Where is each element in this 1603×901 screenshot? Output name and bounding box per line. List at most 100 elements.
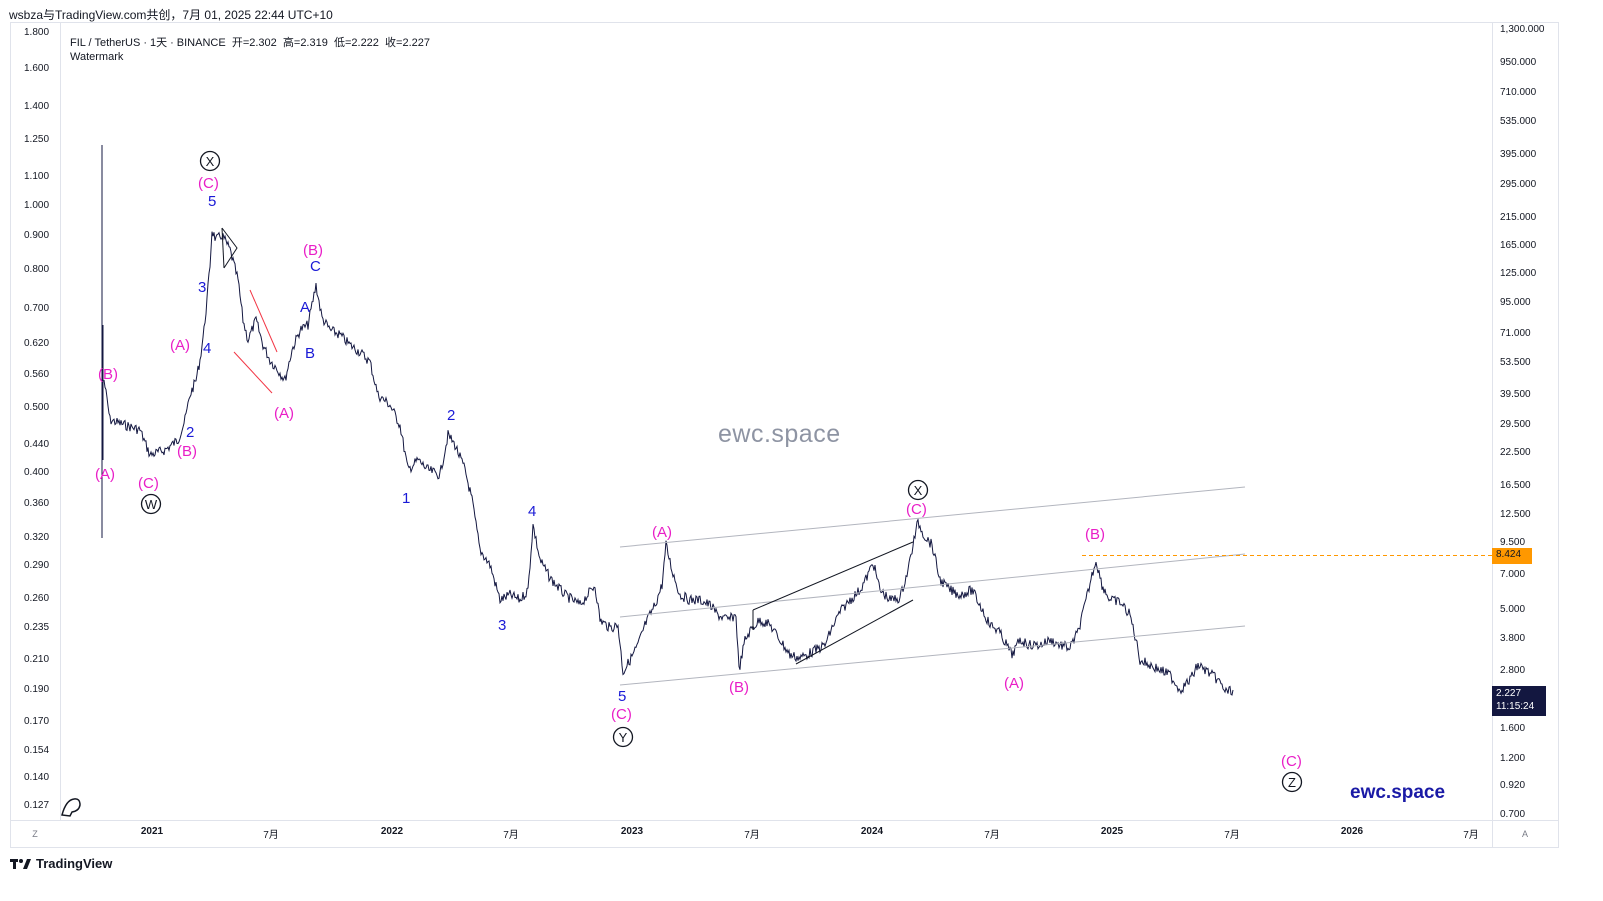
pattern-red-upper[interactable] <box>249 289 278 353</box>
wave-label[interactable]: 3 <box>498 617 506 634</box>
right-axis-tick-label: 53.500 <box>1500 357 1531 368</box>
right-axis-tick-label: 0.700 <box>1500 809 1526 820</box>
zoom-button[interactable]: Z <box>32 829 38 839</box>
wave-label[interactable]: 2 <box>186 424 194 441</box>
high-label: 高 <box>282 37 294 49</box>
wave-label[interactable]: (B) <box>98 366 118 383</box>
low-value: =2.222 <box>344 37 379 49</box>
wave-label[interactable]: (A) <box>170 337 190 354</box>
left-axis-tick-label: 0.700 <box>24 303 50 314</box>
time-axis-tick-label: 2022 <box>380 826 404 837</box>
wave-label[interactable]: (B) <box>177 443 197 460</box>
circled-label[interactable]: Z <box>1281 771 1303 793</box>
circled-label[interactable]: Y <box>612 726 634 748</box>
time-axis-tick-label: 7月 <box>1224 830 1240 841</box>
svg-text:W: W <box>145 497 158 512</box>
wedge-upper-line[interactable] <box>752 541 914 611</box>
wave-label[interactable]: (C) <box>198 175 219 192</box>
reference-price-badge: 8.424 <box>1492 548 1532 564</box>
triangle-pattern[interactable] <box>221 227 238 269</box>
right-axis-tick-label: 0.920 <box>1500 780 1526 791</box>
auto-scale-button[interactable]: A <box>1521 829 1528 839</box>
wave-label[interactable]: 5 <box>208 193 216 210</box>
wave-label[interactable]: (C) <box>611 706 632 723</box>
circled-label[interactable]: X <box>907 479 929 501</box>
left-axis-tick-label: 0.170 <box>24 716 50 727</box>
svg-text:X: X <box>914 483 923 498</box>
wave-label[interactable]: 4 <box>203 340 211 357</box>
wave-label[interactable]: (B) <box>729 679 749 696</box>
symbol-name[interactable]: FIL / TetherUS <box>70 37 141 49</box>
wave-label[interactable]: C <box>310 258 321 275</box>
left-axis-tick-label: 0.154 <box>24 745 50 756</box>
right-axis-tick-label: 2.800 <box>1500 665 1526 676</box>
left-axis-tick-label: 0.235 <box>24 622 50 633</box>
chart-frame[interactable] <box>10 22 1559 848</box>
right-axis-tick-label: 1.600 <box>1500 723 1526 734</box>
time-axis-tick-label: 7月 <box>503 830 519 841</box>
wave-label[interactable]: (A) <box>1004 675 1024 692</box>
left-axis-tick-label: 0.500 <box>24 402 50 413</box>
open-label: 开 <box>231 37 243 49</box>
left-axis-tick-label: 0.360 <box>24 498 50 509</box>
right-axis-tick-label: 950.000 <box>1500 57 1537 68</box>
wave-labels-magenta: (A) (B) (C) (A) (B) (C) (B) (A) (A) (B) … <box>95 175 1302 770</box>
wave-label[interactable]: B <box>305 345 315 362</box>
left-axis-tick-label: 0.400 <box>24 467 50 478</box>
triangle-side <box>221 227 225 269</box>
svg-text:X: X <box>206 154 215 169</box>
footer-brand[interactable]: TradingView <box>10 856 112 871</box>
wave-label[interactable]: A <box>300 299 310 316</box>
wave-label[interactable]: (B) <box>303 242 323 259</box>
close-label: 收 <box>385 37 397 49</box>
close-value: =2.227 <box>396 37 430 49</box>
price-series <box>103 231 1234 696</box>
wave-label[interactable]: (C) <box>906 501 927 518</box>
left-axis-tick-label: 1.000 <box>24 200 50 211</box>
left-axis-tick-label: 0.260 <box>24 593 50 604</box>
tradingview-logo-icon <box>10 858 31 869</box>
wave-label[interactable]: 2 <box>447 407 455 424</box>
pattern-red-lower[interactable] <box>233 351 273 394</box>
circled-label[interactable]: X <box>199 150 221 172</box>
left-axis-tick-label: 0.290 <box>24 560 50 571</box>
wave-label[interactable]: 4 <box>528 503 536 520</box>
right-axis-tick-label: 12.500 <box>1500 509 1531 520</box>
open-value: =2.302 <box>242 37 277 49</box>
high-value: =2.319 <box>293 37 328 49</box>
publish-info: wsbza与TradingView.com共创，7月 01, 2025 22:4… <box>9 8 333 22</box>
wave-labels-circled: W X Y X Z <box>140 150 1303 793</box>
wave-label[interactable]: (A) <box>95 466 115 483</box>
wave-label[interactable]: (A) <box>652 524 672 541</box>
left-axis-tick-label: 1.800 <box>24 27 50 38</box>
chart-legend[interactable]: FIL / TetherUS · 1天 · BINANCE 开=2.302 高=2.31… <box>70 37 430 49</box>
wave-label[interactable]: (A) <box>274 405 294 422</box>
right-axis-tick-label: 125.000 <box>1500 268 1537 279</box>
svg-text:Z: Z <box>1288 775 1296 790</box>
wave-label[interactable]: 5 <box>618 688 626 705</box>
wave-label[interactable]: 3 <box>198 279 206 296</box>
wedge-lower-line[interactable] <box>795 599 914 665</box>
last-price-badge: 2.227 11:15:24 <box>1492 686 1546 716</box>
right-axis-tick-label: 71.000 <box>1500 328 1531 339</box>
indicator-watermark[interactable]: Watermark <box>70 51 124 63</box>
wave-label[interactable]: 1 <box>402 490 410 507</box>
channel-upper-line[interactable] <box>619 486 1246 548</box>
channel-middle-line[interactable] <box>619 553 1246 618</box>
wave-label[interactable]: (B) <box>1085 526 1105 543</box>
circled-label[interactable]: W <box>140 493 162 515</box>
channel-lower-line[interactable] <box>619 625 1246 686</box>
right-axis-tick-label: 395.000 <box>1500 149 1537 160</box>
wave-label[interactable]: (C) <box>1281 753 1302 770</box>
left-axis-tick-label: 0.900 <box>24 230 50 241</box>
wave-label[interactable]: (C) <box>138 475 159 492</box>
time-axis-tick-label: 2024 <box>860 826 884 837</box>
wave-labels-blue: 2 3 4 5 A B C 1 2 3 4 5 <box>186 193 626 705</box>
time-axis-tick-label: 2021 <box>140 826 164 837</box>
right-axis-tick-label: 1,300.000 <box>1500 24 1545 35</box>
right-axis-tick-label: 5.000 <box>1500 604 1526 615</box>
time-axis-tick-label: 7月 <box>984 830 1000 841</box>
interval[interactable]: 1天 <box>149 37 168 49</box>
bar-countdown: 11:15:24 <box>1496 701 1535 712</box>
